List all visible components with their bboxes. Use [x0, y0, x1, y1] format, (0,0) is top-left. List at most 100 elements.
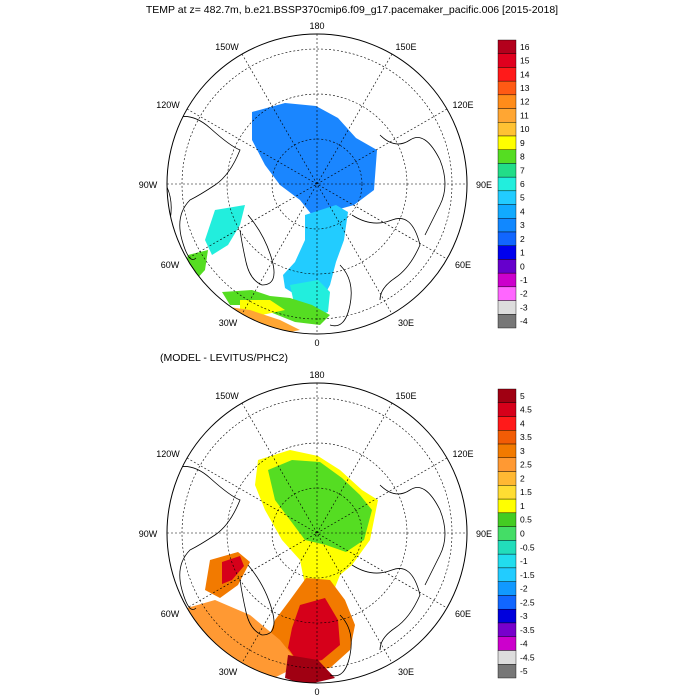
bottom-colorbar: 5 4.5 4 3.5 3 2.5 2 1.5 1 0.5 0 -0.5 -1 -1.5 -2 -2.5 -3 -… — [497, 388, 535, 679]
bottom-colorbar-swatch — [497, 581, 517, 596]
bottom-atlantic-red — [285, 655, 335, 683]
top-colorbar-swatch — [497, 163, 517, 178]
bottom-colorbar-swatch — [497, 485, 517, 500]
top-map-boundary — [166, 33, 468, 335]
bottom-colorbar-swatch — [497, 443, 517, 459]
top-colorbar-swatch — [497, 53, 517, 68]
top-baffin-fill — [205, 205, 245, 255]
bottom-label-180: 180 — [309, 370, 324, 380]
top-colorbar-label: 9 — [520, 138, 525, 148]
top-colorbar-swatch — [497, 300, 517, 315]
bottom-label-60w: 60W — [161, 609, 180, 619]
bottom-colorbar-label: -2.5 — [520, 597, 535, 607]
top-colorbar-label: 15 — [520, 56, 530, 66]
top-label-60e: 60E — [455, 260, 471, 270]
top-colorbar-label: 10 — [520, 124, 530, 134]
top-label-0: 0 — [314, 338, 319, 348]
top-colorbar-swatch — [497, 94, 517, 109]
top-colorbar-label: 8 — [520, 152, 525, 162]
bottom-colorbar-label: 2.5 — [520, 460, 532, 470]
bottom-colorbar-swatch — [497, 567, 517, 582]
bottom-nordic-red — [288, 598, 340, 665]
top-label-30e: 30E — [398, 318, 414, 328]
bottom-colorbar-label: -2 — [520, 584, 528, 594]
top-colorbar-swatch — [497, 204, 517, 219]
bottom-colorbar-swatch — [497, 664, 517, 679]
bottom-colorbar-swatch — [497, 636, 517, 651]
top-colorbar-label: 1 — [520, 248, 525, 258]
top-colorbar-swatch — [497, 135, 517, 150]
top-colorbar-swatch — [497, 67, 517, 82]
bottom-colorbar-swatch — [497, 416, 517, 431]
bottom-colorbar-swatch — [497, 388, 517, 403]
top-colorbar-label: 2 — [520, 234, 525, 244]
bottom-colorbar-label: -4 — [520, 639, 528, 649]
top-graticule — [167, 34, 467, 334]
bottom-label-90e: 90E — [476, 529, 492, 539]
bottom-colorbar-swatch — [497, 608, 517, 624]
bottom-colorbar-label: 1.5 — [520, 487, 532, 497]
top-colorbar-swatch — [497, 218, 517, 233]
bottom-label-120w: 120W — [156, 449, 180, 459]
top-colorbar-swatch — [497, 314, 517, 329]
top-colorbar-label: 0 — [520, 261, 525, 271]
bottom-map-boundary — [166, 382, 468, 684]
top-colorbar-swatch — [497, 176, 517, 192]
bottom-colorbar-swatch — [497, 512, 517, 527]
bottom-colorbar-label: 3 — [520, 446, 525, 456]
top-colorbar-label: 13 — [520, 83, 530, 93]
top-colorbar-label: 12 — [520, 97, 530, 107]
bottom-label-30w: 30W — [219, 667, 238, 677]
top-colorbar-label: 6 — [520, 179, 525, 189]
top-colorbar-label: 3 — [520, 220, 525, 230]
top-label-30w: 30W — [219, 318, 238, 328]
top-colorbar-swatch — [497, 190, 517, 205]
top-colorbar-label: 7 — [520, 165, 525, 175]
top-label-150e: 150E — [395, 42, 416, 52]
top-map: TEMP at z= 482.7m, b.e21.BSSP370cmip6.f0… — [139, 4, 558, 348]
bottom-lon-labels: 180 150W 150E 120W 120E 90W 90E 60W 60E … — [139, 370, 492, 697]
bottom-label-30e: 30E — [398, 667, 414, 677]
bottom-colorbar-swatch — [497, 498, 517, 514]
top-map-title: TEMP at z= 482.7m, b.e21.BSSP370cmip6.f0… — [146, 4, 558, 16]
bottom-colorbar-swatch — [497, 540, 517, 555]
bottom-colorbar-label: 0.5 — [520, 515, 532, 525]
top-colorbar-label: 5 — [520, 193, 525, 203]
bottom-colorbar-label: 2 — [520, 473, 525, 483]
bottom-colorbar-swatch — [497, 430, 517, 445]
bottom-colorbar-label: -4.5 — [520, 652, 535, 662]
bottom-colorbar-label: -5 — [520, 666, 528, 676]
bottom-label-60e: 60E — [455, 609, 471, 619]
bottom-colorbar-label: -3 — [520, 611, 528, 621]
top-colorbar-swatch — [497, 259, 517, 274]
bottom-coastlines — [169, 466, 446, 677]
top-label-90e: 90E — [476, 180, 492, 190]
top-label-150w: 150W — [215, 42, 239, 52]
top-colorbar-label: -2 — [520, 289, 528, 299]
bottom-label-90w: 90W — [139, 529, 158, 539]
bottom-colorbar-swatch — [497, 526, 517, 541]
top-colorbar-label: 16 — [520, 42, 530, 52]
top-colorbar-label: 11 — [520, 110, 529, 120]
top-colorbar-swatch — [497, 108, 517, 123]
top-label-120e: 120E — [452, 100, 473, 110]
bottom-colorbar-swatch — [497, 553, 517, 569]
bottom-colorbar-label: 1 — [520, 501, 525, 511]
bottom-colorbar-label: 4.5 — [520, 405, 532, 415]
bottom-graticule — [167, 383, 467, 683]
bottom-colorbar-swatch — [497, 471, 517, 486]
top-arctic-basin-fill — [252, 103, 377, 215]
bottom-map: (MODEL - LEVITUS/PHC2) — [139, 352, 535, 697]
bottom-label-120e: 120E — [452, 449, 473, 459]
bottom-colorbar-label: 4 — [520, 418, 525, 428]
top-lon-labels: 180 150W 150E 120W 120E 90W 90E 60W 60E … — [139, 21, 492, 348]
bottom-colorbar-label: 0 — [520, 529, 525, 539]
top-colorbar-label: -1 — [520, 275, 528, 285]
bottom-colorbar-label: -1 — [520, 556, 528, 566]
bottom-colorbar-swatch — [497, 595, 517, 610]
bottom-colorbar-label: 3.5 — [520, 432, 532, 442]
top-colorbar-label: 4 — [520, 206, 525, 216]
top-colorbar-swatch — [497, 245, 517, 260]
bottom-colorbar-label: 5 — [520, 391, 525, 401]
